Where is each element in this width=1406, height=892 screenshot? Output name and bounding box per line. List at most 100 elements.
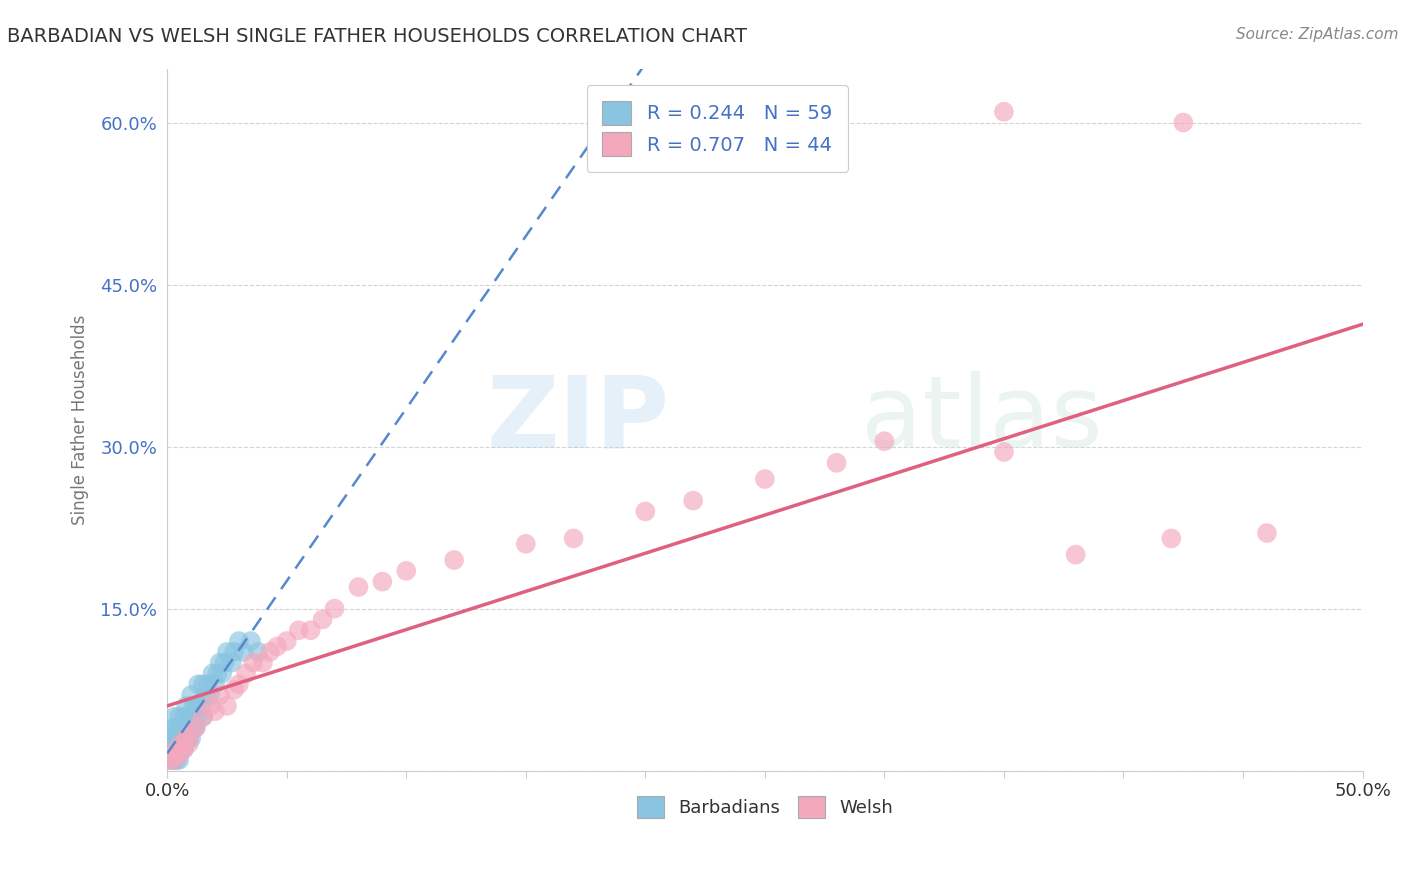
Point — [204, 677, 226, 691]
Point — [235, 666, 257, 681]
Point — [163, 721, 186, 735]
Point — [176, 731, 198, 746]
Point — [191, 709, 214, 723]
Point — [163, 709, 186, 723]
Point — [184, 721, 207, 735]
Text: Source: ZipAtlas.com: Source: ZipAtlas.com — [1236, 27, 1399, 42]
Point — [259, 645, 281, 659]
Point — [167, 709, 190, 723]
Point — [159, 753, 181, 767]
Point — [299, 624, 322, 638]
Point — [242, 656, 264, 670]
Point — [287, 624, 309, 638]
Point — [347, 580, 370, 594]
Point — [194, 688, 217, 702]
Point — [682, 493, 704, 508]
Point — [825, 456, 848, 470]
Point — [221, 656, 243, 670]
Point — [177, 709, 200, 723]
Point — [1173, 115, 1195, 129]
Point — [166, 742, 188, 756]
Point — [180, 731, 202, 746]
Text: BARBADIAN VS WELSH SINGLE FATHER HOUSEHOLDS CORRELATION CHART: BARBADIAN VS WELSH SINGLE FATHER HOUSEHO… — [7, 27, 747, 45]
Point — [170, 737, 193, 751]
Point — [395, 564, 418, 578]
Point — [163, 742, 186, 756]
Point — [170, 731, 193, 746]
Point — [173, 742, 195, 756]
Point — [167, 731, 190, 746]
Point — [163, 731, 186, 746]
Point — [201, 666, 224, 681]
Point — [183, 698, 205, 713]
Point — [160, 753, 183, 767]
Point — [200, 688, 222, 702]
Text: atlas: atlas — [860, 371, 1102, 468]
Point — [214, 656, 236, 670]
Point — [562, 532, 585, 546]
Point — [176, 721, 198, 735]
Point — [170, 721, 193, 735]
Point — [224, 645, 246, 659]
Point — [177, 731, 200, 746]
Point — [180, 726, 202, 740]
Point — [160, 747, 183, 762]
Point — [634, 504, 657, 518]
Point — [215, 645, 238, 659]
Point — [211, 666, 233, 681]
Point — [166, 742, 188, 756]
Point — [1064, 548, 1087, 562]
Text: ZIP: ZIP — [486, 371, 669, 468]
Point — [163, 753, 186, 767]
Point — [160, 747, 183, 762]
Point — [208, 656, 231, 670]
Point — [204, 704, 226, 718]
Point — [160, 737, 183, 751]
Point — [232, 645, 254, 659]
Point — [208, 688, 231, 702]
Point — [1160, 532, 1182, 546]
Point — [323, 601, 346, 615]
Point — [224, 682, 246, 697]
Point — [515, 537, 537, 551]
Point — [183, 721, 205, 735]
Point — [873, 434, 896, 449]
Point — [228, 634, 250, 648]
Point — [191, 677, 214, 691]
Point — [311, 612, 333, 626]
Point — [176, 698, 198, 713]
Point — [167, 747, 190, 762]
Point — [177, 737, 200, 751]
Point — [159, 753, 181, 767]
Point — [187, 709, 209, 723]
Point — [166, 721, 188, 735]
Point — [993, 104, 1015, 119]
Point — [180, 709, 202, 723]
Point — [163, 753, 186, 767]
Point — [173, 731, 195, 746]
Point — [187, 677, 209, 691]
Point — [160, 726, 183, 740]
Point — [184, 698, 207, 713]
Point — [443, 553, 465, 567]
Point — [190, 698, 212, 713]
Point — [754, 472, 776, 486]
Point — [207, 666, 229, 681]
Point — [200, 698, 222, 713]
Y-axis label: Single Father Households: Single Father Households — [72, 314, 89, 524]
Point — [197, 677, 219, 691]
Point — [180, 688, 202, 702]
Point — [166, 731, 188, 746]
Point — [176, 731, 198, 746]
Point — [184, 721, 207, 735]
Point — [239, 634, 262, 648]
Point — [167, 753, 190, 767]
Point — [1256, 526, 1278, 541]
Point — [166, 753, 188, 767]
Point — [247, 645, 270, 659]
Point — [173, 709, 195, 723]
Point — [159, 731, 181, 746]
Point — [252, 656, 274, 670]
Point — [276, 634, 298, 648]
Point — [191, 709, 214, 723]
